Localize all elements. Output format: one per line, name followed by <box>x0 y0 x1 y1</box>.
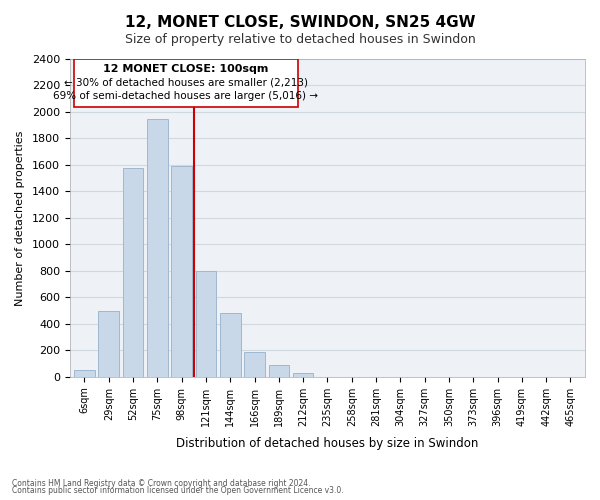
Text: ← 30% of detached houses are smaller (2,213): ← 30% of detached houses are smaller (2,… <box>64 78 308 88</box>
Bar <box>196 271 217 377</box>
Bar <box>293 373 313 377</box>
Text: 12 MONET CLOSE: 100sqm: 12 MONET CLOSE: 100sqm <box>103 64 269 74</box>
Text: Contains public sector information licensed under the Open Government Licence v3: Contains public sector information licen… <box>12 486 344 495</box>
Bar <box>269 365 289 377</box>
Text: Size of property relative to detached houses in Swindon: Size of property relative to detached ho… <box>125 32 475 46</box>
Bar <box>172 166 192 377</box>
Bar <box>147 118 168 377</box>
Y-axis label: Number of detached properties: Number of detached properties <box>15 130 25 306</box>
Text: Contains HM Land Registry data © Crown copyright and database right 2024.: Contains HM Land Registry data © Crown c… <box>12 478 311 488</box>
Bar <box>74 370 95 377</box>
Bar <box>220 313 241 377</box>
Bar <box>244 352 265 377</box>
Bar <box>74 59 298 106</box>
Bar <box>98 310 119 377</box>
Text: 12, MONET CLOSE, SWINDON, SN25 4GW: 12, MONET CLOSE, SWINDON, SN25 4GW <box>125 15 475 30</box>
Text: 69% of semi-detached houses are larger (5,016) →: 69% of semi-detached houses are larger (… <box>53 91 319 101</box>
Bar <box>123 168 143 377</box>
X-axis label: Distribution of detached houses by size in Swindon: Distribution of detached houses by size … <box>176 437 479 450</box>
